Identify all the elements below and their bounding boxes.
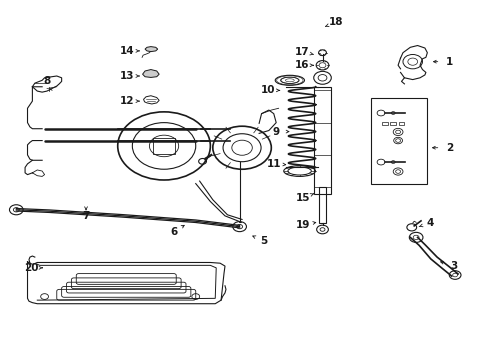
Text: 2: 2 — [445, 143, 452, 153]
Polygon shape — [145, 46, 158, 51]
Bar — [389, 122, 395, 125]
Text: 5: 5 — [260, 236, 267, 246]
Text: 17: 17 — [294, 46, 309, 57]
Text: 3: 3 — [449, 261, 457, 271]
Text: 19: 19 — [295, 220, 309, 230]
Text: 14: 14 — [120, 46, 135, 56]
Text: 4: 4 — [425, 218, 432, 228]
Text: 12: 12 — [120, 96, 135, 106]
Text: 20: 20 — [23, 263, 38, 273]
Text: 7: 7 — [82, 211, 89, 221]
Bar — [370, 98, 427, 184]
Text: 15: 15 — [295, 193, 309, 203]
Text: 8: 8 — [43, 76, 51, 86]
Bar — [318, 187, 326, 223]
Bar — [381, 122, 387, 125]
Polygon shape — [142, 69, 159, 77]
Bar — [313, 87, 330, 194]
Bar — [153, 138, 174, 154]
Text: 16: 16 — [294, 60, 308, 70]
Text: 11: 11 — [266, 159, 281, 169]
Text: 18: 18 — [328, 17, 343, 27]
Text: 13: 13 — [120, 71, 135, 81]
Text: 1: 1 — [445, 57, 452, 67]
Text: 10: 10 — [260, 85, 275, 95]
Text: 9: 9 — [272, 127, 279, 136]
Text: 6: 6 — [170, 227, 177, 237]
Bar — [398, 122, 404, 125]
